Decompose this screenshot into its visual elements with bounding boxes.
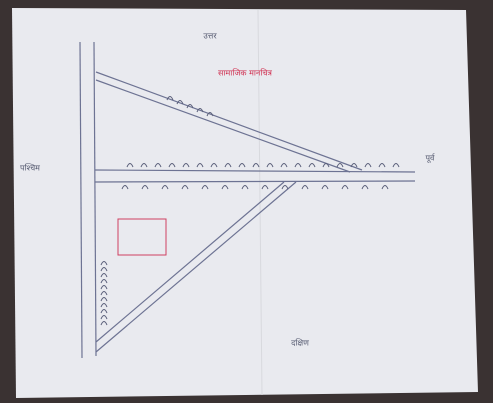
house — [100, 315, 108, 320]
house — [100, 279, 108, 284]
map-title: सामाजिक मानचित्र — [218, 68, 272, 78]
house — [161, 185, 169, 190]
house — [168, 163, 176, 168]
house — [140, 163, 148, 168]
house — [100, 309, 108, 314]
house — [280, 163, 288, 168]
house — [181, 185, 189, 190]
house — [294, 163, 302, 168]
house — [126, 163, 134, 168]
direction-west: पश्चिम — [20, 163, 40, 173]
house — [210, 163, 218, 168]
houses — [100, 96, 400, 326]
house — [196, 163, 204, 168]
house — [176, 100, 184, 105]
house — [154, 163, 162, 168]
house — [206, 112, 214, 117]
direction-east: पूर्व — [426, 153, 436, 164]
house — [100, 321, 108, 326]
house — [266, 163, 274, 168]
house — [341, 185, 349, 190]
roads — [79, 41, 416, 359]
house — [336, 163, 344, 168]
house — [100, 285, 108, 290]
direction-north: उत्तर — [203, 32, 217, 41]
house — [378, 163, 386, 168]
house — [238, 163, 246, 168]
house — [381, 185, 389, 190]
house — [301, 185, 309, 190]
house — [100, 297, 108, 302]
house — [281, 185, 289, 190]
house — [186, 104, 194, 109]
paper — [12, 8, 478, 398]
house — [121, 185, 129, 190]
house — [350, 163, 358, 168]
house — [100, 291, 108, 296]
direction-south: दक्षिण — [291, 338, 309, 348]
house — [196, 108, 204, 113]
house — [261, 185, 269, 190]
house — [241, 185, 249, 190]
house — [166, 96, 174, 101]
house — [322, 163, 330, 168]
house — [361, 185, 369, 190]
legend-box — [117, 218, 167, 256]
house — [141, 185, 149, 190]
house — [392, 163, 400, 168]
house — [364, 163, 372, 168]
house — [201, 185, 209, 190]
house — [224, 163, 232, 168]
house — [221, 185, 229, 190]
house — [252, 163, 260, 168]
house — [100, 261, 108, 266]
house — [308, 163, 316, 168]
house — [182, 163, 190, 168]
house — [100, 267, 108, 272]
house — [100, 273, 108, 278]
house — [321, 185, 329, 190]
house — [100, 303, 108, 308]
